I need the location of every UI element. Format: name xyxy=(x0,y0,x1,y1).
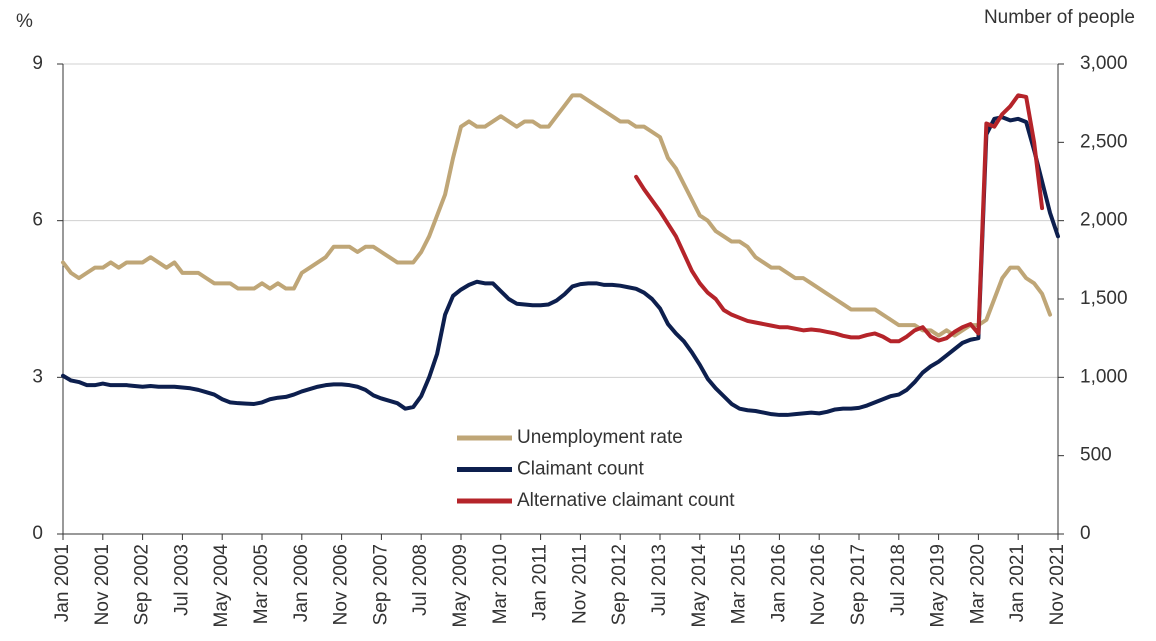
y2-tick-label: 500 xyxy=(1080,445,1112,466)
x-tick-label: Nov 2001 xyxy=(92,544,113,625)
series-line xyxy=(61,93,1053,338)
x-tick-label: Jan 2011 xyxy=(530,544,551,621)
x-tick-label: Jul 2013 xyxy=(649,544,670,616)
y-axis-label: % xyxy=(16,11,33,32)
y2-axis-label: Number of people xyxy=(984,7,1135,28)
series-line xyxy=(61,115,1060,417)
x-tick-label: Nov 2016 xyxy=(808,544,829,625)
y2-tick-label: 0 xyxy=(1080,523,1091,544)
y-tick-label: 9 xyxy=(32,53,43,74)
legend-label: Claimant count xyxy=(517,459,644,480)
y2-tick-label: 3,000 xyxy=(1080,53,1128,74)
y2-tick-label: 2,500 xyxy=(1080,131,1128,152)
series-line xyxy=(634,93,1045,344)
x-tick-label: May 2014 xyxy=(689,544,710,628)
x-tick-label: Jul 2003 xyxy=(171,544,192,616)
x-tick-label: Jul 2018 xyxy=(888,544,909,616)
x-tick-label: Nov 2021 xyxy=(1047,544,1068,625)
x-tick-label: Mar 2010 xyxy=(490,544,511,624)
x-tick-label: Sep 2017 xyxy=(848,544,869,625)
y2-tick-label: 2,000 xyxy=(1080,210,1128,231)
y-tick-label: 6 xyxy=(32,210,43,231)
x-tick-label: Sep 2002 xyxy=(132,544,153,625)
x-tick-label: Nov 2011 xyxy=(569,544,590,624)
y2-tick-label: 1,500 xyxy=(1080,288,1128,309)
x-tick-label: Jan 2001 xyxy=(52,544,73,622)
legend-label: Alternative claimant count xyxy=(517,490,735,511)
x-tick-label: Jan 2021 xyxy=(1007,544,1028,622)
x-tick-label: Mar 2005 xyxy=(251,544,272,624)
x-tick-label: May 2004 xyxy=(211,544,232,628)
y2-tick-label: 1,000 xyxy=(1080,366,1128,387)
legend-label: Unemployment rate xyxy=(517,427,683,448)
x-tick-label: Sep 2007 xyxy=(370,544,391,625)
x-tick-label: Mar 2015 xyxy=(729,544,750,624)
x-tick-label: Mar 2020 xyxy=(967,544,988,624)
x-tick-label: May 2019 xyxy=(928,544,949,627)
y-tick-label: 0 xyxy=(32,523,43,544)
x-tick-label: May 2009 xyxy=(450,544,471,627)
x-tick-label: Jul 2008 xyxy=(410,544,431,616)
x-tick-label: Jan 2016 xyxy=(768,544,789,622)
x-tick-label: Sep 2012 xyxy=(609,544,630,625)
y-tick-label: 3 xyxy=(32,366,43,387)
x-tick-label: Nov 2006 xyxy=(331,544,352,625)
x-tick-label: Jan 2006 xyxy=(291,544,312,622)
